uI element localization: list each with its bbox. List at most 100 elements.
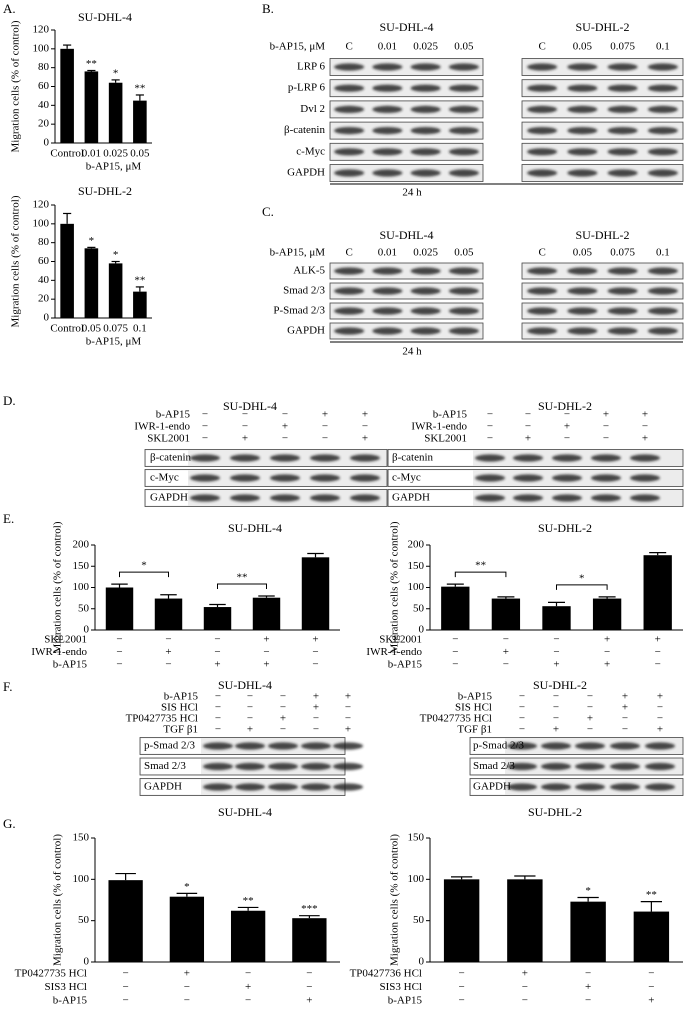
x-axis-label: b-AP15, μM: [86, 161, 142, 173]
lane-label: 0.025: [413, 247, 438, 259]
condition-label: TP0427735 HCl: [15, 968, 87, 980]
blot-band: [301, 783, 331, 791]
condition-label: b-AP15: [433, 409, 468, 421]
condition-mark: +: [345, 691, 351, 703]
label-backdrop: [389, 450, 473, 466]
blot-band: [203, 783, 233, 791]
condition-label: TGF β1: [163, 724, 198, 736]
label-backdrop: [389, 490, 473, 506]
blot-band: [230, 454, 260, 462]
blot-band: [607, 148, 638, 156]
protein-label: P-Smad 2/3: [273, 305, 325, 317]
lane-label: 0.025: [413, 41, 438, 53]
condition-mark: −: [553, 713, 559, 725]
blot-band: [591, 474, 621, 482]
blot-band: [513, 494, 543, 502]
blot-band: [541, 762, 571, 771]
blot-band: [630, 494, 660, 502]
group-title: SU-DHL-2: [576, 228, 630, 242]
blot-strip: [329, 79, 484, 98]
significance-label: **: [646, 889, 657, 901]
blot-band: [270, 454, 300, 462]
label-backdrop: [141, 738, 201, 754]
condition-mark: −: [214, 646, 220, 658]
y-tick-label: 60: [38, 255, 50, 267]
condition-mark: +: [362, 409, 368, 421]
y-tick-label: 50: [78, 602, 90, 614]
significance-label: *: [113, 67, 119, 79]
condition-mark: −: [487, 421, 493, 433]
condition-mark: −: [459, 995, 465, 1007]
blot-band: [527, 267, 558, 275]
blot-band: [235, 742, 265, 750]
panel-letter: F.: [3, 679, 12, 694]
blot-band: [567, 84, 598, 92]
significance-label: *: [89, 235, 95, 247]
condition-label: TP0427735 HCl: [420, 713, 492, 725]
protein-label: GAPDH: [144, 781, 182, 793]
y-tick-label: 200: [73, 539, 90, 551]
y-tick-label: 150: [73, 560, 90, 572]
y-tick-label: 150: [408, 832, 425, 844]
panel-letter: A.: [3, 1, 16, 16]
condition-mark: −: [585, 995, 591, 1007]
blot-band: [372, 148, 403, 156]
blot-band: [372, 267, 403, 275]
blot-strip: [329, 262, 484, 280]
y-axis-label: Migration cells (% of control): [52, 521, 64, 653]
blot-band: [527, 84, 558, 92]
condition-mark: −: [655, 659, 661, 671]
condition-mark: −: [587, 702, 593, 714]
lane-label: C: [345, 247, 352, 259]
blot-band: [647, 127, 678, 135]
blot-band: [410, 287, 441, 295]
significance-label: **: [243, 895, 254, 907]
condition-mark: +: [604, 659, 610, 671]
group-title: SU-DHL-2: [533, 678, 587, 692]
blot-band: [268, 762, 298, 771]
label-backdrop: [471, 759, 505, 774]
condition-mark: −: [642, 421, 648, 433]
condition-mark: −: [165, 659, 171, 671]
blot-strip: [329, 58, 484, 76]
condition-mark: +: [313, 691, 319, 703]
significance-label: **: [86, 58, 97, 70]
blot-band: [268, 783, 298, 791]
condition-mark: −: [280, 702, 286, 714]
blot-band: [333, 742, 363, 750]
blot-band: [645, 742, 675, 750]
lane-label: 0.05: [573, 247, 593, 259]
protein-label: GAPDH: [392, 492, 430, 504]
bar: [633, 911, 670, 962]
condition-label: b-AP15: [388, 659, 423, 671]
y-tick-label: 60: [38, 80, 50, 92]
condition-mark: +: [184, 968, 190, 980]
condition-mark: −: [587, 691, 593, 703]
bar: [203, 607, 232, 630]
protein-label: p-Smad 2/3: [473, 740, 525, 752]
x-tick-label: 0.05: [130, 148, 150, 160]
blot-band: [372, 84, 403, 92]
blot-band: [410, 84, 441, 92]
condition-mark: +: [642, 409, 648, 421]
y-axis-label: Migration cells (% of control): [389, 521, 401, 653]
blot-band: [647, 84, 678, 92]
condition-mark: +: [642, 433, 648, 445]
condition-mark: −: [487, 409, 493, 421]
protein-label: β-catenin: [150, 452, 192, 464]
condition-mark: −: [214, 634, 220, 646]
blot-band: [567, 267, 598, 275]
blot-band: [410, 148, 441, 156]
blot-band: [527, 105, 558, 113]
condition-label: IWR-1-endo: [366, 646, 422, 658]
blot-strip: [521, 58, 684, 76]
condition-label: SKL2001: [44, 634, 87, 646]
condition-label: SIS3 HCl: [45, 981, 88, 993]
bracket: [454, 571, 507, 578]
bar: [108, 82, 123, 143]
blot-band: [334, 148, 365, 156]
condition-mark: +: [553, 659, 559, 671]
lane-label: 0.05: [454, 247, 474, 259]
x-axis-label: b-AP15, μM: [86, 336, 142, 348]
condition-mark: +: [214, 659, 220, 671]
